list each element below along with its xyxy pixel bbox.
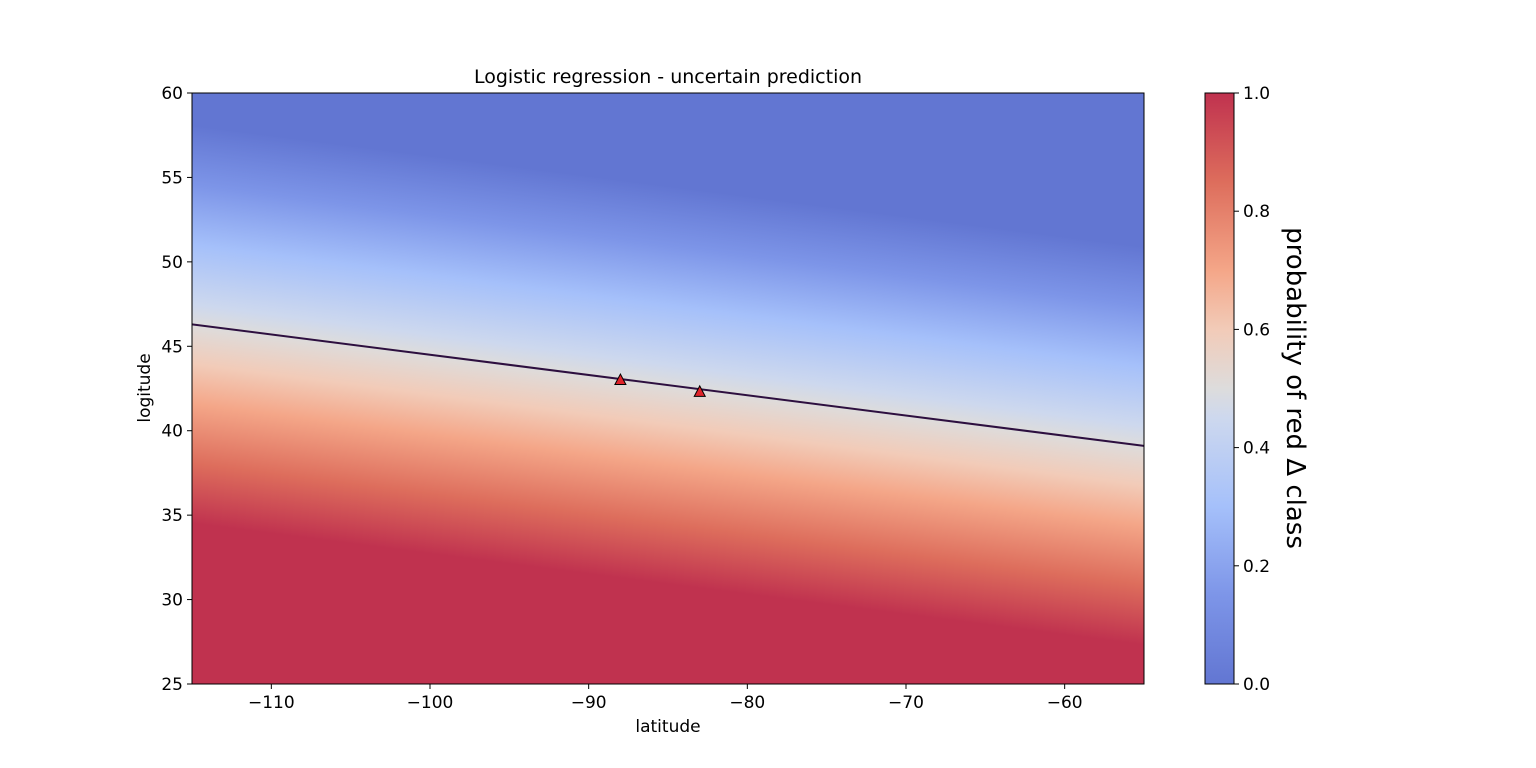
y-tick-label: 60 xyxy=(161,84,183,104)
y-tick-label: 45 xyxy=(161,337,183,357)
y-tick-label: 30 xyxy=(161,591,183,611)
colorbar-ticks: 0.0 0.2 0.4 0.6 0.8 1.0 xyxy=(1234,84,1270,695)
y-tick-label: 25 xyxy=(161,675,183,695)
probability-field xyxy=(192,93,1144,684)
colorbar-tick-label: 0.6 xyxy=(1243,320,1270,340)
colorbar-gradient-bar xyxy=(1205,93,1234,684)
colorbar-tick-label: 1.0 xyxy=(1243,84,1270,104)
colorbar: 0.0 0.2 0.4 0.6 0.8 1.0 probability of red Δ … xyxy=(1204,84,1310,695)
x-tick-label: −110 xyxy=(248,693,295,713)
chart-title: Logistic regression - uncertain predicti… xyxy=(474,66,862,88)
colorbar-label: probability of red Δ class xyxy=(1280,227,1310,549)
decision-boundary-line xyxy=(192,323,1144,447)
plot-frame xyxy=(191,92,1145,685)
y-tick-label: 40 xyxy=(161,422,183,442)
colorbar-tick-label: 0.2 xyxy=(1243,557,1270,577)
colorbar-tick-label: 0.0 xyxy=(1243,675,1270,695)
x-tick-label: −70 xyxy=(888,693,924,713)
colorbar-tick-label: 0.4 xyxy=(1243,439,1270,459)
x-tick-label: −100 xyxy=(407,693,454,713)
triangle-marker xyxy=(614,372,627,386)
y-axis-label: logitude xyxy=(135,353,155,422)
marker-layer xyxy=(614,372,707,397)
y-tick-label: 35 xyxy=(161,506,183,526)
y-tick-label: 55 xyxy=(161,168,183,188)
x-tick-label: −80 xyxy=(729,693,765,713)
x-tick-label: −60 xyxy=(1047,693,1083,713)
y-axis: 25 30 35 40 45 50 55 60 xyxy=(161,84,192,695)
x-axis: −110 −100 −90 −80 −70 −60 xyxy=(248,684,1083,713)
triangle-marker xyxy=(693,384,707,397)
y-tick-label: 50 xyxy=(161,253,183,273)
x-tick-label: −90 xyxy=(571,693,607,713)
colorbar-frame xyxy=(1204,92,1235,685)
x-axis-label: latitude xyxy=(635,717,700,737)
plot-area xyxy=(191,92,1145,685)
colorbar-tick-label: 0.8 xyxy=(1243,202,1270,222)
